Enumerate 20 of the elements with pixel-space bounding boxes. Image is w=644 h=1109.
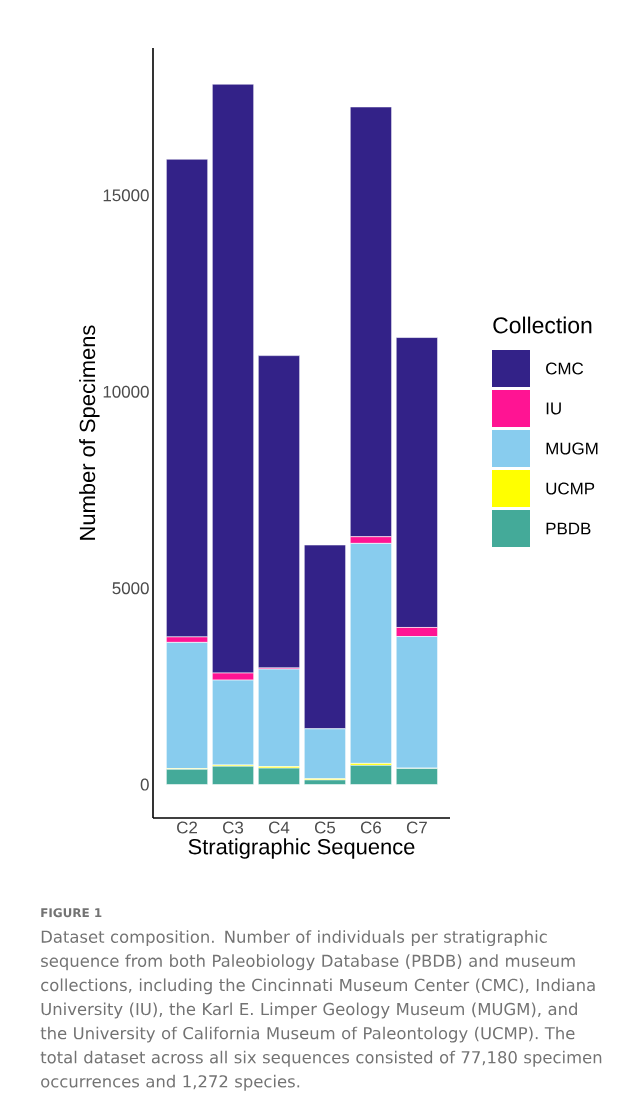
x-axis-title: Stratigraphic Sequence bbox=[188, 838, 415, 859]
legend-label: CMC bbox=[546, 362, 584, 375]
legend-label: MUGM bbox=[546, 442, 598, 455]
y-tick-label: 0 bbox=[140, 778, 149, 791]
y-tick-label: 5000 bbox=[112, 582, 149, 595]
x-tick-label: C6 bbox=[360, 821, 381, 834]
x-tick-label: C4 bbox=[269, 821, 290, 834]
x-tick-label: C3 bbox=[223, 821, 244, 834]
y-axis-title: Number of Specimens bbox=[79, 325, 100, 540]
text: Dataset composition. Number of individuals per stratigraphic sequence from both Paleobiology Database (PBDB) and museum collections, including the Cincinnati Museum Center (CMC), Indiana University (IU), the Karl E. Limper Geology Museum (MUGM), and the University of California Museum of Paleontology (UCMP). The total dataset across all six sequences consisted of 77,180 specimen occurrences and 1,272 species. bbox=[40, 930, 602, 1091]
legend-label: UCMP bbox=[546, 482, 595, 495]
caption: FIGURE 1 bbox=[41, 908, 102, 918]
x-tick-label: C5 bbox=[314, 821, 336, 834]
legend-label: IU bbox=[546, 402, 561, 415]
legend-title: Collection bbox=[493, 316, 592, 334]
y-tick-label: 15000 bbox=[103, 189, 149, 202]
x-tick-label: C7 bbox=[406, 821, 427, 834]
x-tick-label: C2 bbox=[177, 821, 197, 834]
y-tick-label: 10000 bbox=[103, 385, 149, 398]
legend-label: PBDB bbox=[546, 522, 591, 535]
